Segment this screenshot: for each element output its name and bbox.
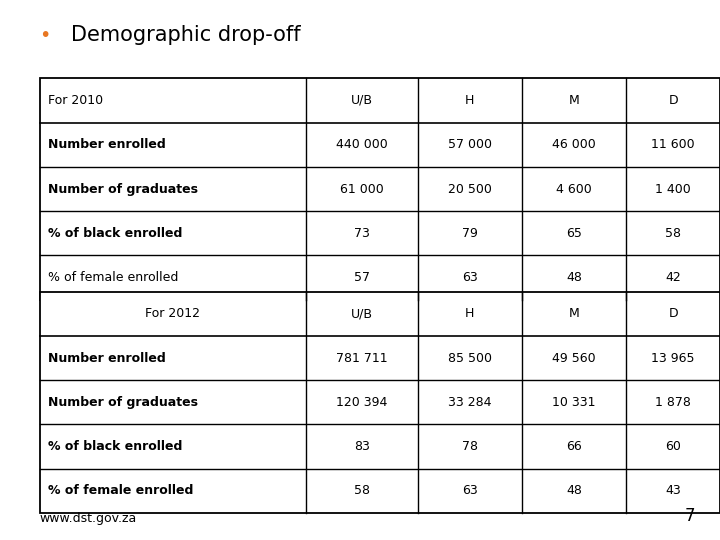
Text: 4 600: 4 600: [557, 183, 592, 195]
Text: M: M: [569, 94, 580, 107]
Text: 48: 48: [566, 484, 582, 497]
Text: D: D: [668, 307, 678, 320]
Text: 11 600: 11 600: [652, 138, 695, 151]
Text: 58: 58: [665, 227, 681, 240]
Text: 120 394: 120 394: [336, 396, 387, 409]
Text: 440 000: 440 000: [336, 138, 387, 151]
Text: 33 284: 33 284: [448, 396, 492, 409]
Text: •: •: [40, 25, 51, 45]
Text: 46 000: 46 000: [552, 138, 596, 151]
Text: U/B: U/B: [351, 307, 373, 320]
Text: Number enrolled: Number enrolled: [48, 352, 166, 365]
Text: 13 965: 13 965: [652, 352, 695, 365]
Text: 48: 48: [566, 271, 582, 284]
Text: 78: 78: [462, 440, 478, 453]
Text: Number of graduates: Number of graduates: [48, 183, 198, 195]
Text: H: H: [465, 94, 474, 107]
Text: 83: 83: [354, 440, 370, 453]
Text: Number enrolled: Number enrolled: [48, 138, 166, 151]
Bar: [40, 78, 720, 300]
Text: 63: 63: [462, 271, 477, 284]
Text: Demographic drop-off: Demographic drop-off: [71, 25, 300, 45]
Text: 60: 60: [665, 440, 681, 453]
Text: For 2012: For 2012: [145, 307, 200, 320]
Text: 66: 66: [567, 440, 582, 453]
Text: % of female enrolled: % of female enrolled: [48, 271, 179, 284]
Text: 1 878: 1 878: [655, 396, 691, 409]
Text: For 2010: For 2010: [48, 94, 104, 107]
Bar: [40, 292, 720, 513]
Text: 49 560: 49 560: [552, 352, 596, 365]
Text: 79: 79: [462, 227, 478, 240]
Text: Number of graduates: Number of graduates: [48, 396, 198, 409]
Text: 61 000: 61 000: [340, 183, 384, 195]
Text: 20 500: 20 500: [448, 183, 492, 195]
Text: 73: 73: [354, 227, 370, 240]
Text: 42: 42: [665, 271, 681, 284]
Text: D: D: [668, 94, 678, 107]
Text: 57 000: 57 000: [448, 138, 492, 151]
Text: 781 711: 781 711: [336, 352, 387, 365]
Text: 63: 63: [462, 484, 477, 497]
Text: www.dst.gov.za: www.dst.gov.za: [40, 512, 137, 525]
Text: M: M: [569, 307, 580, 320]
Text: 43: 43: [665, 484, 681, 497]
Text: % of female enrolled: % of female enrolled: [48, 484, 194, 497]
Text: 65: 65: [566, 227, 582, 240]
Text: 58: 58: [354, 484, 370, 497]
Text: 57: 57: [354, 271, 370, 284]
Text: % of black enrolled: % of black enrolled: [48, 227, 183, 240]
Text: 7: 7: [684, 507, 695, 525]
Text: U/B: U/B: [351, 94, 373, 107]
Text: % of black enrolled: % of black enrolled: [48, 440, 183, 453]
Text: 10 331: 10 331: [552, 396, 596, 409]
Text: H: H: [465, 307, 474, 320]
Text: 1 400: 1 400: [655, 183, 691, 195]
Text: 85 500: 85 500: [448, 352, 492, 365]
